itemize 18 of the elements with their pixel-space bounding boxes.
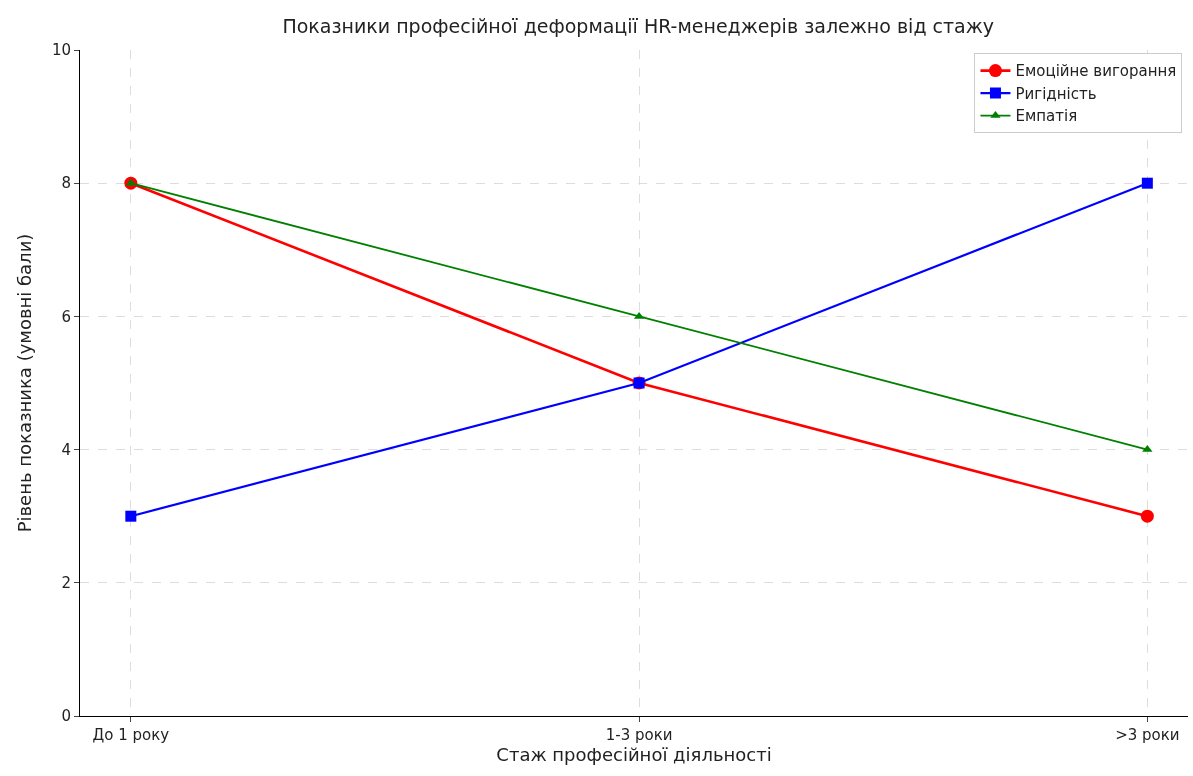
legend-label: Емпатія: [1015, 107, 1078, 126]
chart-title: Показники професійної деформації HR-менеджерів залежно від стажу: [282, 14, 995, 37]
point: [1140, 509, 1154, 523]
legend-label: Ригідність: [1015, 84, 1097, 103]
y-tick-label: 4: [61, 440, 71, 459]
x-tick-label: 1-3 роки: [605, 726, 673, 744]
y-axis-title: Рівень показника (умовні бали): [14, 233, 36, 533]
point: [125, 510, 137, 522]
x-tick-label: До 1 року: [92, 726, 170, 744]
y-tick-label: 8: [61, 174, 71, 193]
x-axis-title: Стаж професійної діяльності: [496, 744, 772, 766]
y-tick-label: 10: [51, 41, 71, 60]
y-tick-label: 6: [61, 307, 71, 326]
y-tick-label: 0: [61, 707, 71, 726]
legend-label: Емоційне вигорання: [1015, 62, 1177, 81]
y-tick-label: 2: [61, 574, 71, 593]
point: [1141, 177, 1153, 189]
x-tick-label: >3 роки: [1115, 726, 1180, 744]
